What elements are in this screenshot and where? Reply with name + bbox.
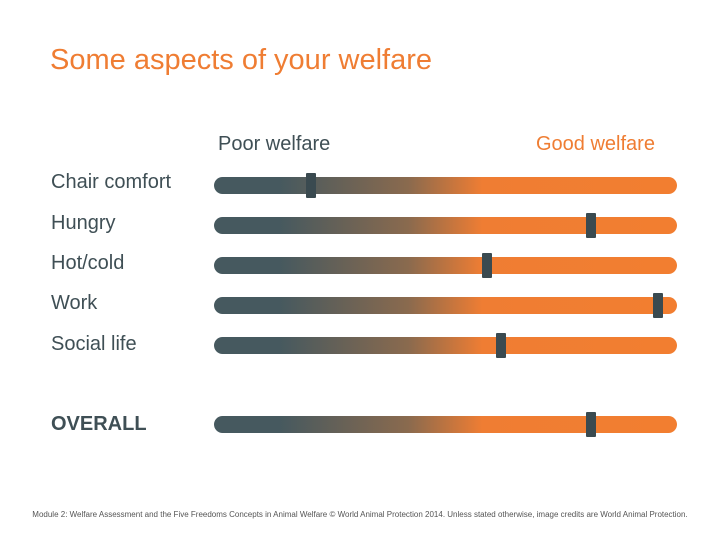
row-label-hungry: Hungry (51, 212, 116, 234)
slider-marker (653, 293, 664, 318)
row-label-overall: OVERALL (51, 413, 147, 435)
slider-marker (496, 333, 507, 358)
welfare-slider-hungry (214, 213, 677, 238)
row-label-hot-cold: Hot/cold (51, 252, 125, 274)
slider-marker (586, 412, 597, 437)
slide-title: Some aspects of your welfare (50, 44, 433, 76)
welfare-slider-overall (214, 412, 677, 437)
welfare-slider-hot-cold (214, 253, 677, 278)
slider-marker (586, 213, 597, 238)
row-label-work: Work (51, 292, 98, 314)
row-label-chair-comfort: Chair comfort (51, 171, 172, 193)
good-welfare-label: Good welfare (536, 133, 655, 155)
welfare-slider-chair-comfort (214, 173, 677, 198)
poor-welfare-label: Poor welfare (218, 133, 331, 155)
row-label-social-life: Social life (51, 333, 137, 355)
slide-footer: Module 2: Welfare Assessment and the Fiv… (32, 510, 688, 519)
welfare-slider-social-life (214, 333, 677, 358)
slider-marker (482, 253, 493, 278)
slider-marker (306, 173, 317, 198)
welfare-slider-work (214, 293, 677, 318)
